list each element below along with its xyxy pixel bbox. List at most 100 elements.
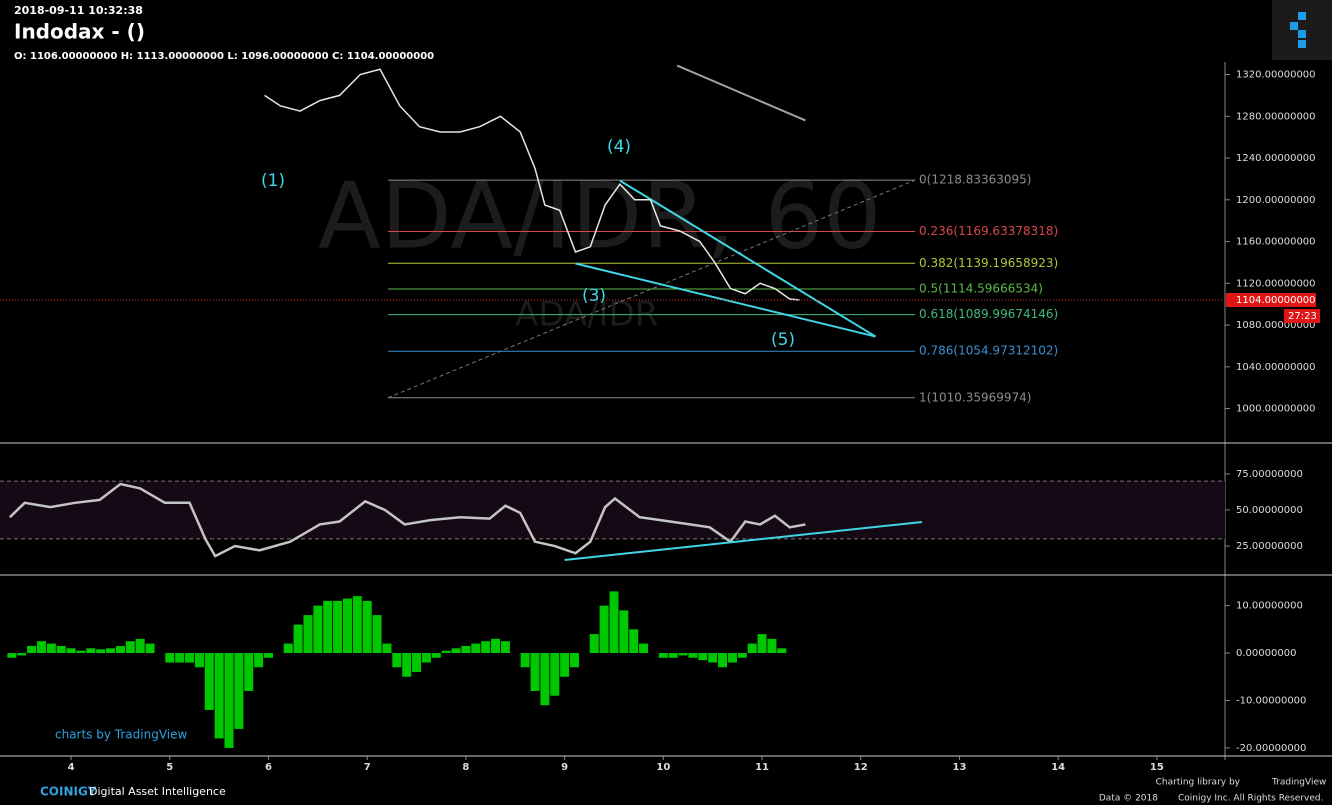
logo bbox=[1290, 12, 1306, 48]
tv-credit[interactable]: charts by TradingView bbox=[55, 728, 187, 742]
y-tick-label: 1320.00000000 bbox=[1236, 70, 1316, 81]
macd-bar bbox=[342, 598, 352, 654]
macd-bar bbox=[530, 653, 540, 691]
macd-bar bbox=[293, 624, 303, 654]
macd-bar bbox=[36, 641, 46, 654]
macd-bar bbox=[658, 653, 668, 658]
price-line bbox=[264, 68, 800, 301]
data-credit: Data © 2018 bbox=[1099, 794, 1158, 804]
macd-bar bbox=[352, 596, 362, 654]
macd-bar bbox=[698, 653, 708, 661]
x-tick-label: 4 bbox=[68, 762, 75, 773]
fib-label: 0.786(1054.97312102) bbox=[919, 344, 1058, 358]
macd-bar bbox=[500, 641, 510, 654]
macd-bar bbox=[165, 653, 175, 663]
macd-bar bbox=[688, 653, 698, 658]
y-tick-label: -20.00000000 bbox=[1236, 743, 1306, 754]
macd-bar bbox=[56, 645, 66, 654]
x-tick-label: 11 bbox=[755, 762, 769, 773]
countdown: 27:23 bbox=[1288, 311, 1317, 322]
y-tick-label: 1080.00000000 bbox=[1236, 320, 1316, 331]
macd-bar bbox=[678, 653, 688, 656]
y-tick-label: 1040.00000000 bbox=[1236, 362, 1316, 373]
x-tick-label: 14 bbox=[1051, 762, 1065, 773]
wave-label: (3) bbox=[582, 286, 606, 306]
macd-bar bbox=[224, 653, 234, 748]
macd-bar bbox=[333, 600, 343, 654]
macd-bar bbox=[481, 641, 491, 654]
wave-label: (4) bbox=[607, 137, 631, 157]
macd-bar bbox=[471, 643, 481, 654]
y-tick-label: 0.00000000 bbox=[1236, 648, 1296, 659]
x-tick-label: 9 bbox=[561, 762, 568, 773]
macd-bar bbox=[96, 649, 106, 654]
x-tick-label: 8 bbox=[462, 762, 469, 773]
macd-bar bbox=[589, 634, 599, 654]
macd-bar bbox=[639, 643, 649, 654]
macd-bar bbox=[135, 638, 145, 654]
macd-bar bbox=[204, 653, 214, 710]
macd-bar bbox=[194, 653, 204, 668]
y-tick-label: 1200.00000000 bbox=[1236, 195, 1316, 206]
x-tick-label: 13 bbox=[953, 762, 967, 773]
macd-bar bbox=[737, 653, 747, 658]
macd-bar bbox=[757, 634, 767, 654]
macd-bar bbox=[125, 641, 135, 654]
x-tick-label: 15 bbox=[1150, 762, 1164, 773]
macd-bar bbox=[214, 653, 224, 739]
macd-bar bbox=[392, 653, 402, 668]
macd-bar bbox=[86, 648, 96, 654]
macd-bar bbox=[609, 591, 619, 654]
trendline bbox=[676, 64, 806, 122]
brand: COINIGY bbox=[40, 785, 97, 799]
y-tick-label: 1000.00000000 bbox=[1236, 404, 1316, 415]
countdown-box bbox=[1284, 309, 1320, 324]
y-tick-label: 25.00000000 bbox=[1236, 541, 1303, 552]
macd-bar bbox=[767, 638, 777, 654]
macd-bar bbox=[303, 615, 313, 654]
y-tick-label: 75.00000000 bbox=[1236, 469, 1303, 480]
macd-bar bbox=[7, 653, 17, 658]
last-price-box bbox=[1226, 293, 1316, 308]
fib-label: 0.236(1169.63378318) bbox=[919, 224, 1058, 238]
macd-bar bbox=[106, 648, 116, 654]
macd-bar bbox=[619, 610, 629, 654]
macd-bar bbox=[244, 653, 254, 691]
y-tick-label: 1120.00000000 bbox=[1236, 278, 1316, 289]
watermark: ADA/IDR, 60 bbox=[318, 162, 882, 269]
macd-bar bbox=[323, 600, 333, 654]
macd-bar bbox=[708, 653, 718, 663]
macd-bar bbox=[185, 653, 195, 663]
y-tick-label: -10.00000000 bbox=[1236, 695, 1306, 706]
rsi-trendline bbox=[564, 520, 923, 562]
lib-name: TradingView bbox=[1271, 778, 1326, 788]
wave-label: (1) bbox=[261, 171, 285, 191]
macd-bar bbox=[175, 653, 185, 663]
macd-bar bbox=[66, 648, 76, 654]
rights: Coinigy Inc. All Rights Reserved. bbox=[1178, 794, 1323, 804]
macd-bar bbox=[402, 653, 412, 677]
trendline bbox=[619, 179, 877, 338]
macd-bar bbox=[560, 653, 570, 677]
lib-credit: Charting library by bbox=[1156, 778, 1241, 788]
fib-label: 0(1218.83363095) bbox=[919, 173, 1031, 187]
macd-bar bbox=[668, 653, 678, 658]
x-tick-label: 12 bbox=[854, 762, 868, 773]
fib-label: 0.5(1114.59666534) bbox=[919, 281, 1043, 295]
macd-bar bbox=[777, 648, 787, 654]
rsi-line bbox=[8, 482, 806, 558]
fib-label: 1(1010.35969974) bbox=[919, 390, 1031, 404]
macd-bar bbox=[599, 605, 609, 654]
macd-bar bbox=[520, 653, 530, 668]
tagline: Digital Asset Intelligence bbox=[89, 785, 226, 798]
x-tick-label: 6 bbox=[265, 762, 272, 773]
macd-bar bbox=[569, 653, 579, 668]
macd-bar bbox=[540, 653, 550, 706]
macd-bar bbox=[76, 650, 86, 654]
datetime: 2018-09-11 10:32:38 bbox=[14, 4, 143, 17]
rsi-band bbox=[0, 481, 1225, 539]
y-tick-label: 50.00000000 bbox=[1236, 505, 1303, 516]
